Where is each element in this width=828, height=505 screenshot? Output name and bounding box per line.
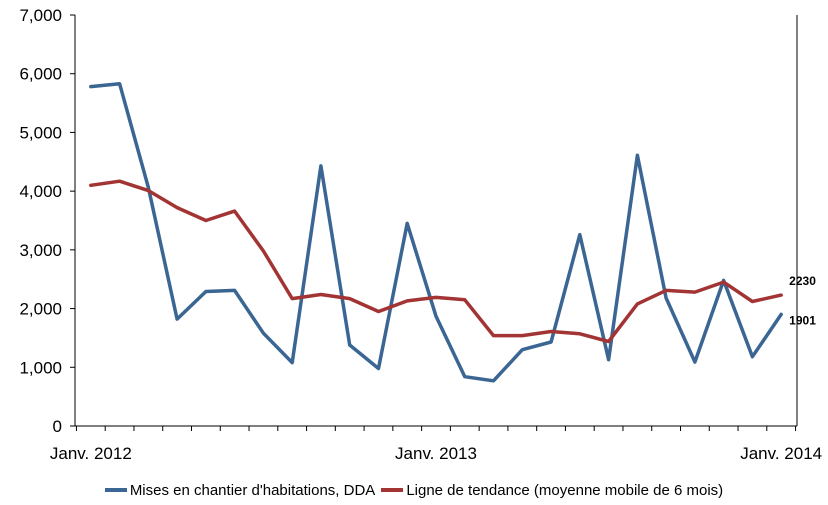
series-layer [89, 81, 783, 383]
y-tick-label: 6,000 [19, 65, 62, 84]
y-tick-label: 5,000 [19, 123, 62, 142]
y-tick-label: 2,000 [19, 300, 62, 319]
y-tick-label: 4,000 [19, 182, 62, 201]
x-tick-label: Janv. 2013 [395, 444, 477, 463]
legend-item-trend: Ligne de tendance (moyenne mobile de 6 m… [381, 482, 723, 499]
y-tick-label: 1,000 [19, 358, 62, 377]
x-tick-label: Janv. 2014 [740, 444, 822, 463]
series-line-trend [89, 179, 783, 344]
legend-swatch-trend [381, 488, 404, 492]
legend-item-housing-starts: Mises en chantier d'habitations, DDA [104, 481, 376, 499]
end-labels: 1901 2230 [789, 274, 816, 327]
legend: Mises en chantier d'habitations, DDA Lig… [0, 478, 828, 502]
y-tick-label: 7,000 [19, 6, 62, 25]
series-line-housing-starts [89, 81, 783, 383]
data-label-housing-starts-last: 1901 [789, 313, 816, 327]
y-tick-label: 0 [53, 417, 62, 436]
y-tick-label: 3,000 [19, 241, 62, 260]
legend-swatch-housing-starts [104, 488, 127, 492]
x-tick-label: Janv. 2012 [50, 444, 132, 463]
data-label-trend-last: 2230 [789, 274, 816, 288]
y-axis: 0 1,000 2,000 3,000 4,000 5,000 6,000 7,000 [19, 6, 76, 436]
x-axis: Janv. 2012 Janv. 2013 Janv. 2014 [50, 15, 822, 463]
legend-label-trend: Ligne de tendance (moyenne mobile de 6 m… [406, 481, 724, 499]
legend-label-housing-starts: Mises en chantier d'habitations, DDA [129, 481, 376, 499]
